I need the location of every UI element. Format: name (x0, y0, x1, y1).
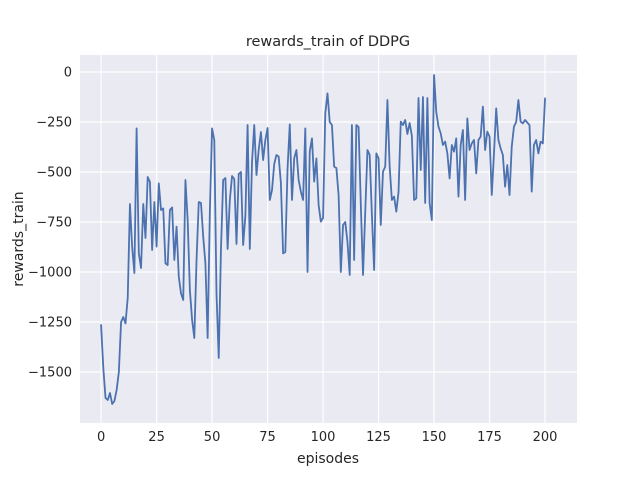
y-tick-labels: 0 −250 −500 −750 −1000 −1250 −1500 (28, 66, 72, 381)
y-tick-label: −750 (36, 216, 72, 231)
y-tick-label: −1250 (28, 316, 72, 331)
x-tick-label: 100 (311, 430, 336, 445)
y-tick-label: −1000 (28, 266, 72, 281)
y-axis-label: rewards_train (11, 191, 27, 286)
x-tick-label: 150 (422, 430, 447, 445)
y-tick-label: −500 (36, 166, 72, 181)
y-tick-label: −1500 (28, 366, 72, 381)
x-tick-label: 125 (366, 430, 391, 445)
x-tick-label: 200 (533, 430, 558, 445)
x-tick-label: 75 (259, 430, 276, 445)
x-tick-label: 0 (97, 430, 105, 445)
x-tick-label: 50 (204, 430, 221, 445)
x-axis-label: episodes (297, 451, 359, 467)
chart-title: rewards_train of DDPG (246, 34, 410, 50)
x-tick-label: 25 (148, 430, 165, 445)
line-rewards_train (100, 74, 546, 405)
y-tick-label: 0 (64, 66, 72, 81)
x-tick-label: 175 (477, 430, 502, 445)
series-line (100, 74, 546, 405)
y-tick-label: −250 (36, 116, 72, 131)
x-tick-labels: 0 25 50 75 100 125 150 175 200 (97, 430, 558, 445)
